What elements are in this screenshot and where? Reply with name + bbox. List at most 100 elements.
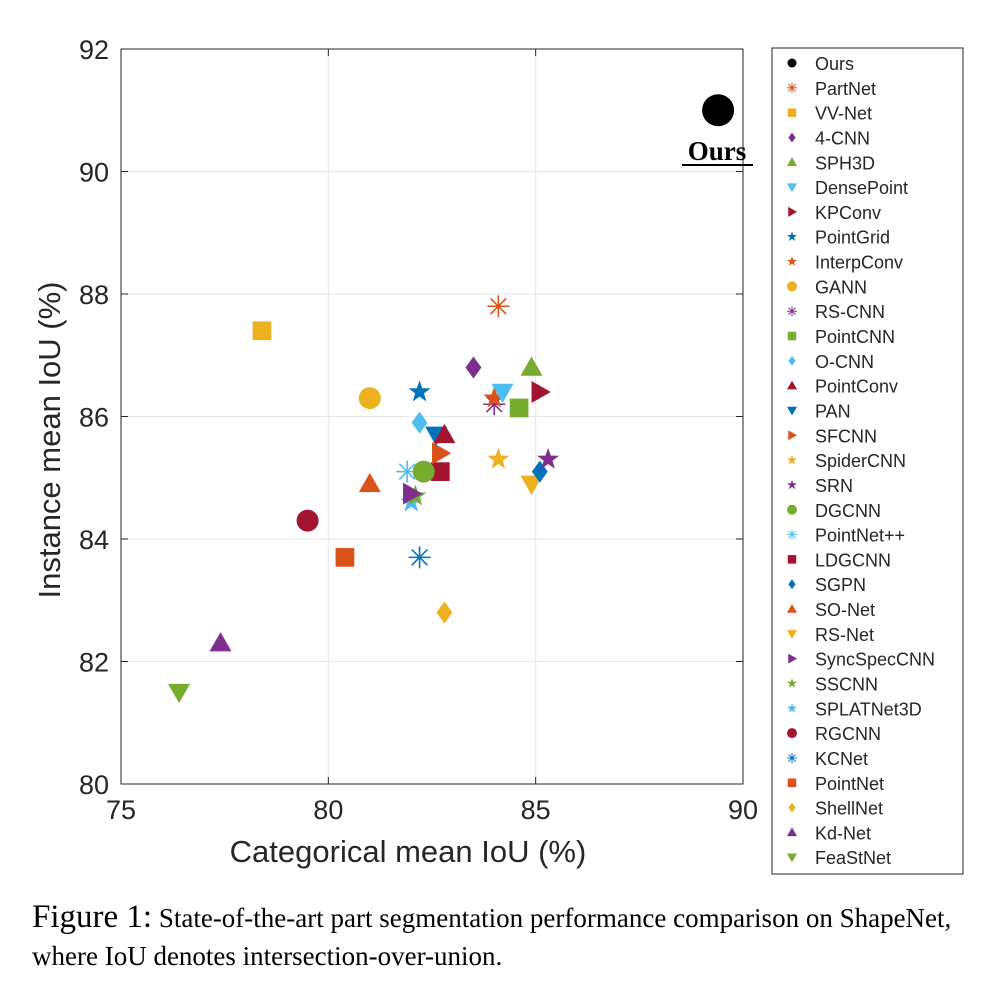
legend-item: KCNet bbox=[787, 749, 868, 769]
legend-marker bbox=[787, 630, 797, 639]
legend-item: SSCNN bbox=[787, 675, 878, 695]
caption-label: Figure 1: bbox=[32, 899, 153, 935]
legend-marker bbox=[787, 604, 797, 613]
ours-annotation-text: Ours bbox=[688, 136, 747, 166]
x-tick-label: 80 bbox=[313, 795, 343, 825]
legend-item: VV-Net bbox=[787, 104, 872, 124]
point-ldgcnn bbox=[430, 462, 450, 481]
legend-label: SPH3D bbox=[815, 153, 875, 173]
legend-marker bbox=[787, 728, 797, 739]
legend-item: GANN bbox=[787, 277, 867, 297]
legend-label: 4-CNN bbox=[815, 128, 870, 148]
point-shellnet bbox=[436, 601, 453, 624]
x-tick-label: 85 bbox=[521, 795, 551, 825]
legend-item: PointNet bbox=[787, 774, 884, 794]
legend-label: LDGCNN bbox=[815, 550, 891, 570]
legend-label: KPConv bbox=[815, 203, 881, 223]
legend-item: ShellNet bbox=[788, 799, 883, 819]
y-tick-label: 88 bbox=[79, 280, 109, 310]
legend-item: LDGCNN bbox=[787, 550, 891, 570]
legend-item: RS-Net bbox=[787, 625, 874, 645]
point-4-cnn bbox=[465, 356, 482, 379]
legend-label: DGCNN bbox=[815, 501, 881, 521]
legend-marker bbox=[787, 504, 797, 515]
legend-marker bbox=[787, 479, 797, 490]
legend-marker bbox=[787, 529, 797, 540]
legend-marker bbox=[787, 306, 797, 317]
legend-marker bbox=[787, 281, 797, 292]
legend-label: O-CNN bbox=[815, 352, 874, 372]
legend-marker bbox=[787, 752, 797, 763]
point-vv-net bbox=[252, 321, 272, 341]
legend-marker bbox=[788, 579, 796, 590]
legend-item: O-CNN bbox=[788, 352, 874, 372]
legend-label: SO-Net bbox=[815, 600, 875, 620]
y-tick-label: 82 bbox=[79, 648, 109, 678]
point-o-cnn bbox=[411, 411, 428, 434]
point-so-net bbox=[358, 472, 381, 493]
legend-marker bbox=[788, 430, 797, 441]
legend-label: ShellNet bbox=[815, 799, 883, 819]
legend-marker bbox=[787, 331, 797, 341]
legend-item: SO-Net bbox=[787, 600, 875, 620]
legend-label: Ours bbox=[815, 54, 854, 74]
legend-marker bbox=[787, 231, 797, 241]
legend-marker bbox=[787, 827, 797, 837]
point-pointnet bbox=[335, 548, 355, 567]
y-axis-label: Instance mean IoU (%) bbox=[32, 281, 67, 598]
legend-label: GANN bbox=[815, 277, 867, 297]
legend-item: SPLATNet3D bbox=[787, 699, 922, 719]
legend-marker bbox=[787, 703, 797, 713]
point-kpconv bbox=[531, 381, 551, 403]
legend-item: SpiderCNN bbox=[787, 451, 906, 471]
point-feastnet bbox=[168, 683, 191, 704]
legend-item: PartNet bbox=[787, 79, 876, 99]
point-srn bbox=[537, 447, 560, 469]
legend-item: SPH3D bbox=[787, 153, 875, 173]
legend-marker bbox=[787, 256, 797, 266]
legend-label: SPLATNet3D bbox=[815, 699, 922, 719]
legend-marker bbox=[788, 802, 796, 813]
legend-label: SRN bbox=[815, 476, 853, 496]
legend-item: 4-CNN bbox=[788, 128, 870, 148]
y-tick-label: 90 bbox=[79, 158, 109, 188]
legend-item: SyncSpecCNN bbox=[788, 650, 935, 670]
legend bbox=[771, 47, 964, 875]
legend-marker bbox=[787, 183, 797, 193]
legend-label: RGCNN bbox=[815, 724, 881, 744]
legend-label: SFCNN bbox=[815, 426, 877, 446]
legend-label: SGPN bbox=[815, 575, 866, 595]
point-rs-net bbox=[520, 475, 543, 495]
y-tick-label: 80 bbox=[79, 770, 109, 800]
legend-marker bbox=[787, 678, 797, 688]
legend-label: InterpConv bbox=[815, 253, 903, 273]
point-rgcnn bbox=[296, 509, 319, 532]
legend-items: Ours PartNet VV-Net 4-CNN SPH3D DensePoint KPC… bbox=[787, 54, 935, 868]
legend-item: InterpConv bbox=[787, 253, 903, 273]
point-pointcnn bbox=[509, 398, 529, 418]
legend-label: Kd-Net bbox=[815, 823, 871, 843]
point-dgcnn bbox=[412, 460, 435, 483]
legend-marker bbox=[787, 454, 797, 465]
point-gann bbox=[358, 387, 381, 410]
legend-item: PointCNN bbox=[787, 327, 895, 347]
legend-marker bbox=[787, 82, 797, 93]
legend-label: PAN bbox=[815, 401, 851, 421]
legend-marker bbox=[787, 853, 797, 863]
legend-item: SFCNN bbox=[788, 426, 877, 446]
legend-marker bbox=[787, 380, 797, 390]
legend-label: RS-CNN bbox=[815, 302, 885, 322]
x-tick-label: 75 bbox=[106, 795, 136, 825]
legend-label: PointNet++ bbox=[815, 526, 905, 546]
data-points bbox=[168, 94, 735, 704]
legend-label: PartNet bbox=[815, 79, 876, 99]
legend-label: DensePoint bbox=[815, 178, 908, 198]
legend-marker bbox=[788, 132, 796, 143]
point-interpconv bbox=[483, 386, 506, 408]
legend-item: Ours bbox=[787, 54, 854, 74]
point-pointgrid bbox=[408, 380, 431, 402]
legend-marker bbox=[787, 58, 797, 68]
caption-text: State-of-the-art part segmentation perfo… bbox=[32, 903, 952, 971]
